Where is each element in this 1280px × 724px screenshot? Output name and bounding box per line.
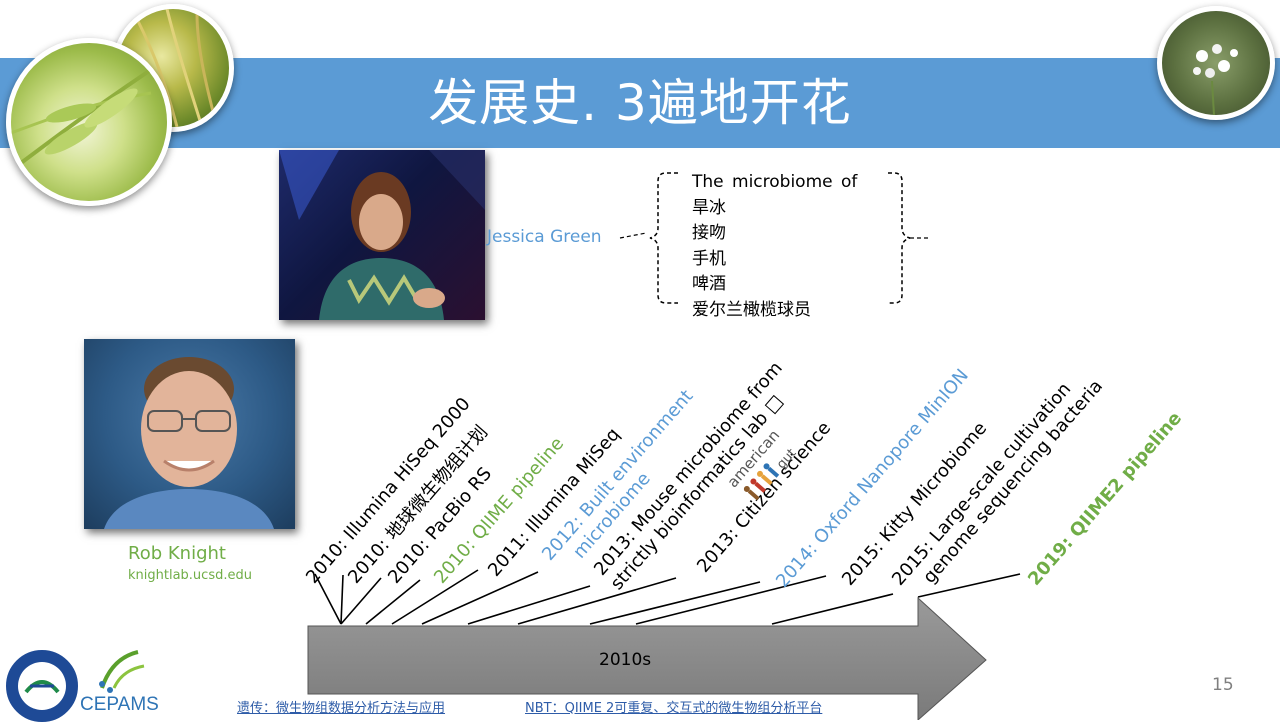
svg-text:gut: gut xyxy=(774,446,799,472)
microbiome-item: 旱冰 xyxy=(692,197,726,218)
institute-logo xyxy=(6,650,78,722)
arrow-label: 2010s xyxy=(599,650,652,670)
jessica-green-photo xyxy=(279,150,485,320)
microbiome-item: 爱尔兰橄榄球员 xyxy=(692,299,811,320)
microbiome-heading: The microbiome of xyxy=(692,172,858,192)
wheat-image xyxy=(6,38,172,206)
microbiome-item: 接吻 xyxy=(692,223,726,243)
footer-link-genetics[interactable]: 遗传：微生物组数据分析方法与应用 xyxy=(237,701,446,716)
timeline-arrow xyxy=(307,596,987,720)
rob-knight-name: Rob Knight xyxy=(128,543,226,564)
microbiome-list: The microbiome of 旱冰 接吻 手机 啤酒 爱尔兰橄榄球员 xyxy=(692,170,857,323)
microbiome-item: 啤酒 xyxy=(692,274,726,294)
page-number: 15 xyxy=(1212,675,1234,695)
jessica-green-name: Jessica Green xyxy=(487,227,602,247)
cepams-label: CEPAMS xyxy=(80,694,159,715)
footer-link-nbt[interactable]: NBT：QIIME 2可重复、交互式的微生物组分析平台 xyxy=(525,701,823,716)
flower-image xyxy=(1157,6,1275,120)
rob-knight-url: knightlab.ucsd.edu xyxy=(128,568,252,583)
cepams-logo-icon xyxy=(92,648,148,700)
microbiome-item: 手机 xyxy=(692,248,726,269)
jessica-bracket xyxy=(619,172,928,304)
slide-title: 发展史. 3遍地开花 xyxy=(428,74,852,132)
rob-knight-photo xyxy=(84,339,295,529)
